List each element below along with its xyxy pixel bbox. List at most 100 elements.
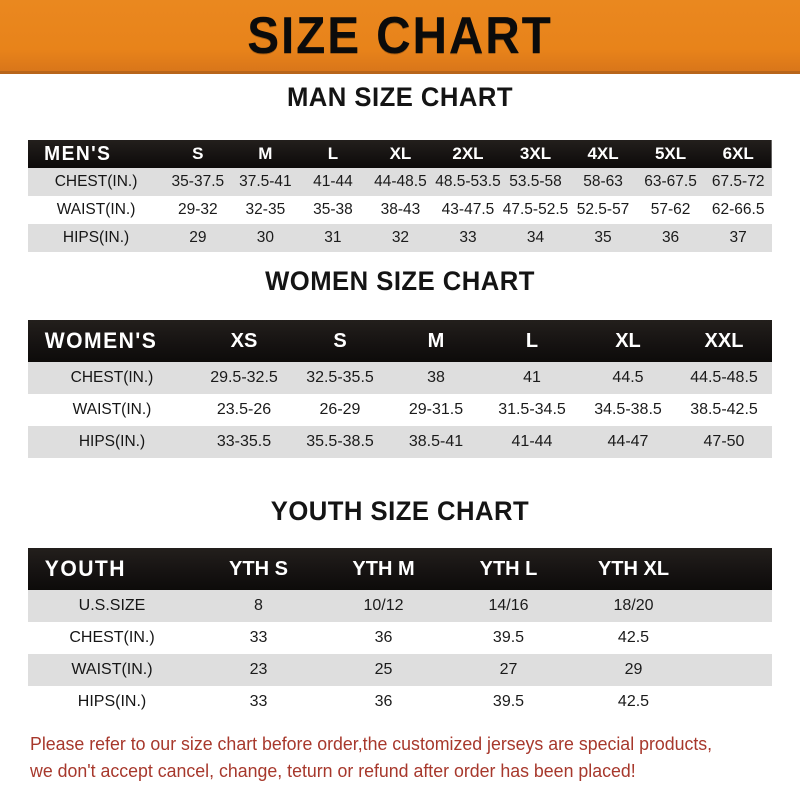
women-size-header-s: S [333, 329, 347, 352]
men-chest-2xl: 48.5-53.5 [434, 168, 502, 196]
men-size-header-4xl: 4XL [587, 144, 619, 163]
youth-size-header-m: YTH M [352, 557, 415, 580]
men-size-header-3xl: 3XL [519, 144, 552, 163]
men-hips-l: 31 [299, 224, 367, 252]
youth-waist-xl: 29 [571, 654, 696, 686]
men-waist-6xl: 62-66.5 [704, 196, 772, 224]
youth-chest-xl: 42.5 [571, 622, 696, 654]
women-hips-m: 38.5-41 [388, 426, 484, 458]
youth-hips-l: 39.5 [446, 686, 571, 718]
men-size-header-5xl: 5XL [654, 144, 687, 163]
women-waist-xxl: 38.5-42.5 [676, 394, 772, 426]
women-table-head: WOMEN'S XS S M L XL XXL [28, 320, 772, 362]
women-row-label-chest: CHEST(IN.) [28, 362, 196, 394]
women-size-header-m: M [427, 329, 445, 352]
youth-size-header-xl: YTH XL [597, 557, 670, 580]
women-chest-s: 32.5-35.5 [292, 362, 388, 394]
youth-table-head: YOUTH YTH S YTH M YTH L YTH XL [28, 548, 772, 590]
table-row: U.S.SIZE 8 10/12 14/16 18/20 [28, 590, 772, 622]
men-header-label: MEN'S [44, 142, 112, 165]
women-chest-m: 38 [388, 362, 484, 394]
youth-row-spacer [696, 622, 772, 654]
women-size-table: WOMEN'S XS S M L XL XXL CHEST(IN.) 29.5-… [28, 320, 772, 458]
men-size-header-m: M [258, 144, 273, 163]
women-size-header-xl: XL [615, 329, 641, 352]
men-chest-5xl: 63-67.5 [636, 168, 705, 196]
men-waist-xl: 38-43 [366, 196, 435, 224]
men-hips-3xl: 34 [501, 224, 570, 252]
men-waist-l: 35-38 [299, 196, 367, 224]
youth-waist-s: 23 [196, 654, 321, 686]
table-row: CHEST(IN.) 35-37.5 37.5-41 41-44 44-48.5… [28, 168, 772, 196]
youth-size-table: YOUTH YTH S YTH M YTH L YTH XL U.S.SIZE … [28, 548, 772, 718]
youth-header-row: YOUTH YTH S YTH M YTH L YTH XL [28, 548, 772, 590]
men-row-label-chest: CHEST(IN.) [28, 168, 165, 196]
youth-hips-m: 36 [321, 686, 446, 718]
women-waist-s: 26-29 [292, 394, 388, 426]
men-waist-5xl: 57-62 [636, 196, 705, 224]
men-hips-m: 30 [231, 224, 300, 252]
women-waist-m: 29-31.5 [388, 394, 484, 426]
women-hips-xl: 44-47 [580, 426, 676, 458]
youth-ussize-s: 8 [196, 590, 321, 622]
men-chest-m: 37.5-41 [231, 168, 300, 196]
women-hips-l: 41-44 [484, 426, 580, 458]
men-waist-s: 29-32 [164, 196, 232, 224]
youth-row-spacer [696, 654, 772, 686]
men-waist-m: 32-35 [231, 196, 300, 224]
women-hips-xs: 33-35.5 [196, 426, 292, 458]
women-waist-xl: 34.5-38.5 [580, 394, 676, 426]
youth-row-label-hips: HIPS(IN.) [28, 686, 196, 718]
men-size-header-s: S [192, 144, 204, 163]
youth-size-header-l: YTH L [479, 557, 538, 580]
women-chest-xl: 44.5 [580, 362, 676, 394]
men-hips-xl: 32 [366, 224, 435, 252]
women-chest-xxl: 44.5-48.5 [676, 362, 772, 394]
men-chest-3xl: 53.5-58 [501, 168, 570, 196]
men-row-label-hips: HIPS(IN.) [28, 224, 165, 252]
men-chest-l: 41-44 [299, 168, 367, 196]
men-size-header-xl: XL [389, 144, 412, 163]
table-row: HIPS(IN.) 29 30 31 32 33 34 35 36 37 [28, 224, 772, 252]
youth-header-spacer [696, 548, 772, 590]
youth-chest-l: 39.5 [446, 622, 571, 654]
youth-row-spacer [696, 590, 772, 622]
men-hips-4xl: 35 [569, 224, 637, 252]
women-chest-xs: 29.5-32.5 [196, 362, 292, 394]
youth-size-header-s: YTH S [229, 557, 288, 580]
youth-row-label-chest: CHEST(IN.) [28, 622, 196, 654]
banner-underline [0, 71, 800, 74]
men-hips-5xl: 36 [636, 224, 705, 252]
women-row-label-waist: WAIST(IN.) [28, 394, 196, 426]
footer-notice-line-2: we don't accept cancel, change, teturn o… [30, 760, 636, 781]
men-header-row: MEN'S S M L XL 2XL 3XL 4XL 5XL 6XL [28, 140, 772, 168]
youth-hips-xl: 42.5 [571, 686, 696, 718]
youth-section-title: YOUTH SIZE CHART [270, 496, 530, 526]
women-section-title: WOMEN SIZE CHART [265, 266, 535, 296]
table-row: WAIST(IN.) 23.5-26 26-29 29-31.5 31.5-34… [28, 394, 772, 426]
youth-ussize-m: 10/12 [321, 590, 446, 622]
men-row-label-waist: WAIST(IN.) [28, 196, 165, 224]
men-chest-xl: 44-48.5 [366, 168, 435, 196]
youth-chest-s: 33 [196, 622, 321, 654]
youth-row-label-ussize: U.S.SIZE [28, 590, 196, 622]
men-size-table: MEN'S S M L XL 2XL 3XL 4XL 5XL 6XL CHEST… [28, 140, 772, 252]
women-table-body: CHEST(IN.) 29.5-32.5 32.5-35.5 38 41 44.… [28, 362, 772, 458]
youth-row-label-waist: WAIST(IN.) [28, 654, 196, 686]
youth-row-spacer [696, 686, 772, 718]
women-hips-s: 35.5-38.5 [292, 426, 388, 458]
men-chest-6xl: 67.5-72 [704, 168, 772, 196]
men-hips-s: 29 [164, 224, 232, 252]
table-row: HIPS(IN.) 33 36 39.5 42.5 [28, 686, 772, 718]
banner-title: SIZE CHART [247, 6, 553, 65]
men-waist-2xl: 43-47.5 [434, 196, 502, 224]
women-header-row: WOMEN'S XS S M L XL XXL [28, 320, 772, 362]
banner: SIZE CHART [0, 0, 800, 71]
table-row: WAIST(IN.) 23 25 27 29 [28, 654, 772, 686]
men-size-header-l: L [327, 144, 339, 163]
youth-waist-l: 27 [446, 654, 571, 686]
youth-header-label: YOUTH [44, 556, 126, 581]
men-size-header-6xl: 6XL [722, 144, 754, 163]
youth-table-body: U.S.SIZE 8 10/12 14/16 18/20 CHEST(IN.) … [28, 590, 772, 718]
